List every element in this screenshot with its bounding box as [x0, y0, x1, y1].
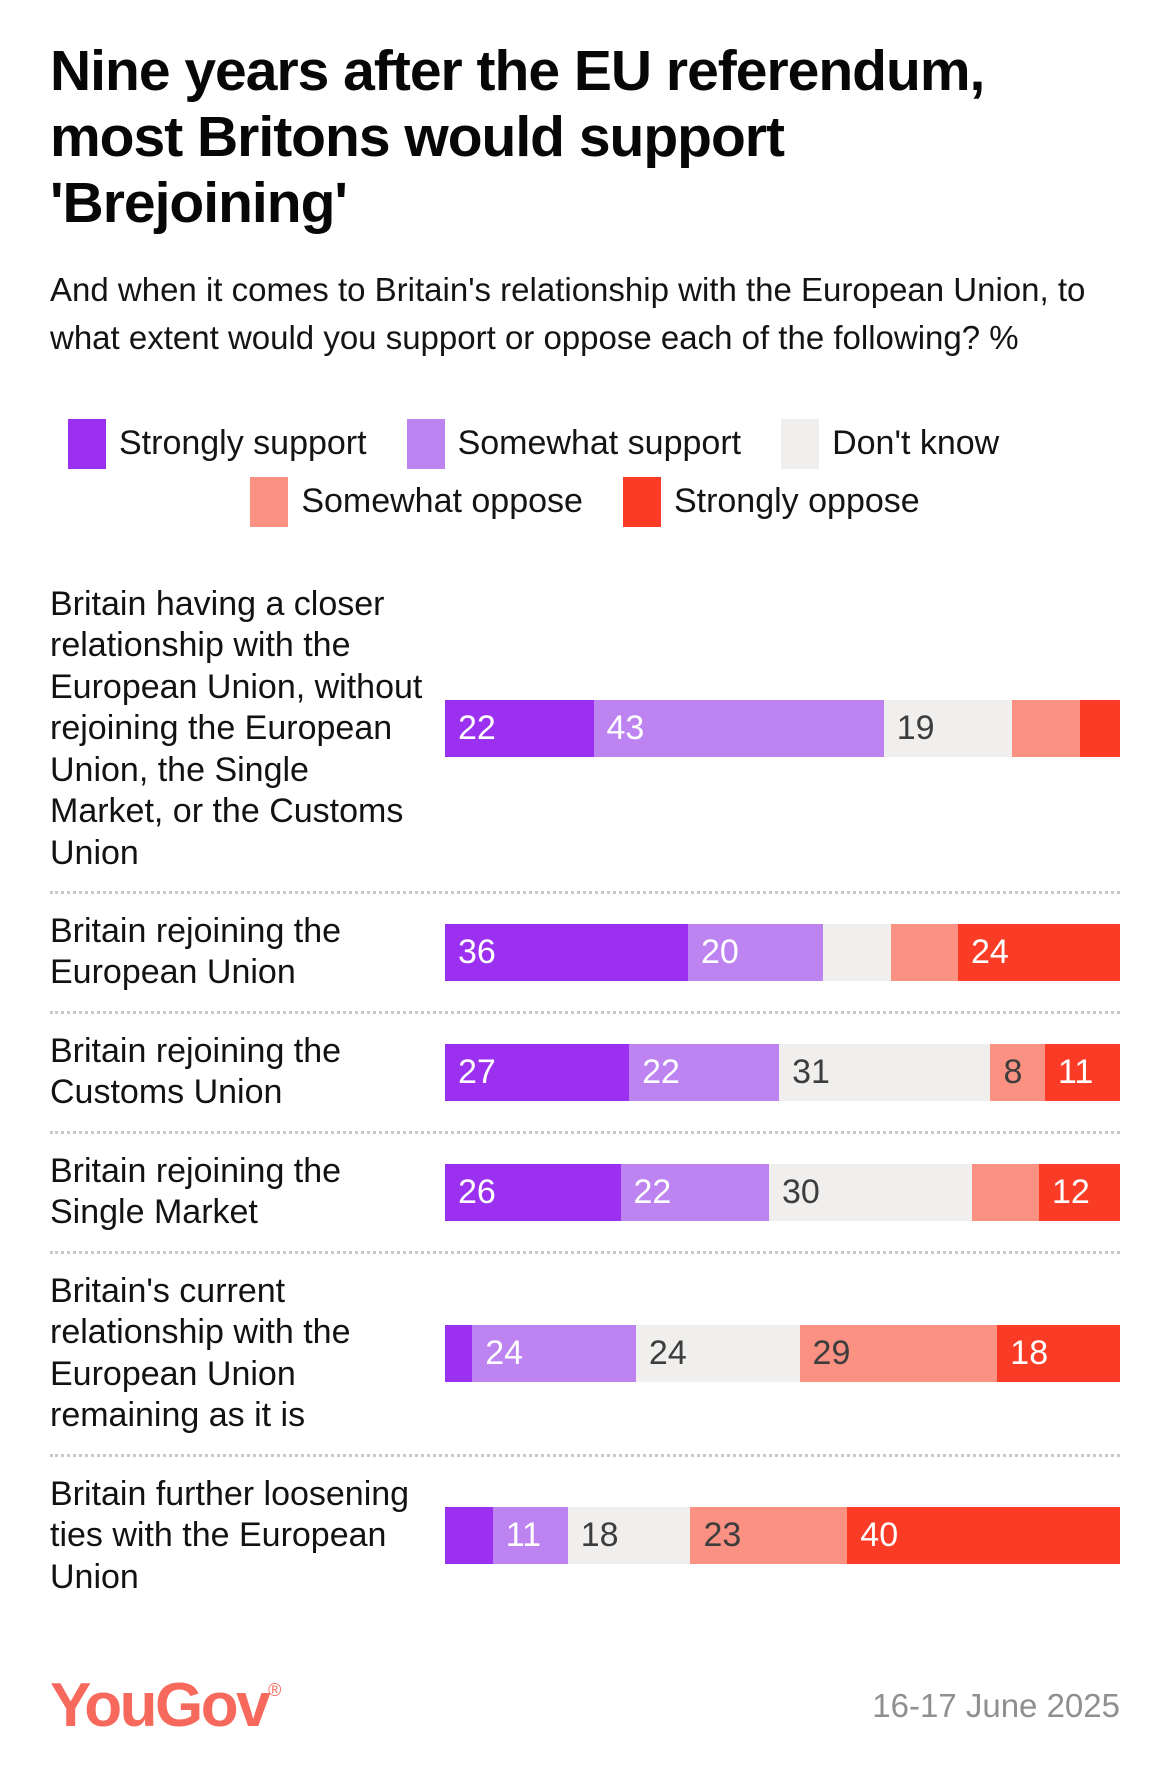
row-label: Britain rejoining the European Union: [50, 911, 342, 992]
bar-segment-somewhat-oppose: 29: [799, 1325, 998, 1383]
legend-item-strongly-oppose: Strongly oppose: [622, 476, 920, 527]
bar-value-label: 43: [606, 709, 645, 748]
bar-value-label: 19: [896, 709, 935, 748]
bar-segment-strongly-oppose: 18: [997, 1325, 1121, 1383]
legend-swatch-dont-know: [781, 418, 820, 469]
bar-segment-strongly-oppose: [1079, 700, 1120, 758]
chart-row: Britain further loosening ties with the …: [50, 1453, 1121, 1615]
row-label: Britain rejoining the Customs Union: [50, 1031, 342, 1112]
bar-segment-strongly-support: 36: [445, 923, 688, 981]
legend-swatch-strongly-support: [68, 418, 106, 469]
stacked-bar: 26 22 30 12: [445, 1163, 1120, 1221]
chart-legend: Strongly support Somewhat support Don't kn…: [50, 418, 1120, 527]
yougov-logo: YouGov®: [50, 1670, 281, 1741]
legend-swatch-strongly-oppose: [622, 476, 661, 527]
bar-value-label: 22: [633, 1172, 672, 1211]
page-title: Nine years after the EU referendum, most…: [50, 39, 985, 236]
bar-value-label: 36: [458, 932, 496, 971]
row-label: Britain further loosening ties with the …: [50, 1474, 410, 1596]
bar-segment-somewhat-support: 11: [492, 1507, 568, 1565]
bar-value-label: 18: [580, 1516, 619, 1555]
bar-value-label: 27: [458, 1052, 496, 1091]
chart-row: Britain having a closer relationship wit…: [50, 567, 1120, 891]
chart-rows: Britain having a closer relationship wit…: [50, 567, 1121, 1615]
bar-value-label: 18: [1010, 1334, 1049, 1373]
yougov-logo-text: YouGov: [50, 1671, 271, 1740]
stacked-bar: 36 20 24: [445, 923, 1120, 981]
bar-value-label: 24: [648, 1334, 687, 1373]
legend-item-dont-know: Don't know: [781, 418, 1000, 469]
bar-segment-dont-know: 31: [779, 1043, 991, 1101]
bar-segment-strongly-support: 27: [445, 1043, 630, 1101]
bar-segment-strongly-support: 26: [445, 1163, 621, 1221]
bar-segment-dont-know: 24: [635, 1325, 800, 1383]
bar-value-label: 12: [1052, 1172, 1090, 1211]
bar-segment-somewhat-support: 24: [472, 1325, 636, 1383]
legend-label: Strongly oppose: [673, 482, 920, 521]
bar-value-label: 26: [458, 1172, 496, 1211]
legend-item-somewhat-support: Somewhat support: [406, 418, 742, 469]
bar-value-label: 31: [792, 1052, 830, 1091]
footer: YouGov® 16-17 June 2025: [50, 1670, 1120, 1741]
bar-value-label: 24: [971, 932, 1009, 971]
bar-segment-somewhat-oppose: 23: [690, 1507, 848, 1565]
bar-segment-dont-know: 30: [769, 1163, 972, 1221]
bar-value-label: 11: [1058, 1052, 1094, 1091]
bar-segment-somewhat-oppose: [1012, 700, 1080, 758]
stacked-bar: 24 24 29 18: [445, 1325, 1121, 1383]
row-label: Britain having a closer relationship wit…: [50, 584, 423, 872]
bar-segment-dont-know: 19: [883, 700, 1012, 758]
bar-segment-dont-know: 18: [567, 1507, 691, 1565]
legend-row: Somewhat oppose Strongly oppose: [50, 476, 1120, 527]
legend-swatch-somewhat-support: [406, 418, 445, 469]
registered-mark: ®: [268, 1680, 282, 1700]
bar-segment-strongly-oppose: 24: [958, 923, 1120, 981]
bar-value-label: 11: [505, 1516, 542, 1555]
bar-segment-somewhat-oppose: 8: [990, 1043, 1045, 1101]
bar-segment-strongly-support: [445, 1507, 493, 1565]
legend-swatch-somewhat-oppose: [250, 476, 289, 527]
legend-label: Somewhat support: [457, 424, 742, 463]
row-label: Britain's current relationship with the …: [50, 1271, 351, 1435]
bar-value-label: 22: [458, 709, 496, 748]
chart-row: Britain rejoining the European Union 36 20…: [50, 890, 1120, 1011]
bar-segment-somewhat-oppose: [971, 1163, 1039, 1221]
legend-row: Strongly support Somewhat support Don't kn…: [50, 418, 1120, 469]
chart-row: Britain rejoining the Single Market 26 22 3…: [50, 1130, 1120, 1251]
bar-value-label: 20: [701, 932, 739, 971]
legend-label: Don't know: [832, 424, 1000, 463]
bar-segment-strongly-oppose: 40: [847, 1507, 1121, 1565]
bar-value-label: 29: [812, 1334, 851, 1373]
stacked-bar: 22 43 19: [445, 700, 1120, 758]
chart-subtitle: And when it comes to Britain's relations…: [50, 271, 1086, 356]
row-label: Britain rejoining the Single Market: [50, 1151, 342, 1232]
survey-date: 16-17 June 2025: [872, 1686, 1120, 1724]
legend-item-strongly-support: Strongly support: [68, 418, 367, 469]
bar-segment-strongly-oppose: 11: [1045, 1043, 1120, 1101]
bar-segment-dont-know: [823, 923, 891, 981]
bar-value-label: 24: [485, 1334, 524, 1373]
stacked-bar: 11 18 23 40: [445, 1507, 1121, 1565]
bar-segment-somewhat-oppose: [890, 923, 958, 981]
stacked-bar: 27 22 31 8 11: [445, 1043, 1120, 1101]
bar-segment-somewhat-support: 22: [620, 1163, 769, 1221]
bar-segment-strongly-support: 22: [445, 700, 594, 758]
chart-row: Britain's current relationship with the …: [50, 1250, 1121, 1454]
bar-segment-somewhat-support: 43: [593, 700, 884, 758]
bar-value-label: 23: [703, 1516, 742, 1555]
bar-value-label: 22: [642, 1052, 680, 1091]
bar-value-label: 8: [1003, 1052, 1023, 1091]
bar-segment-somewhat-support: 22: [629, 1043, 780, 1101]
legend-label: Strongly support: [119, 424, 367, 463]
bar-segment-somewhat-support: 20: [688, 923, 823, 981]
chart-row: Britain rejoining the Customs Union 27 22 3…: [50, 1010, 1120, 1131]
legend-item-somewhat-oppose: Somewhat oppose: [250, 476, 583, 527]
bar-value-label: 30: [782, 1172, 820, 1211]
bar-segment-strongly-support: [445, 1325, 473, 1383]
bar-segment-strongly-oppose: 12: [1039, 1163, 1120, 1221]
legend-label: Somewhat oppose: [301, 482, 583, 521]
bar-value-label: 40: [860, 1516, 899, 1555]
